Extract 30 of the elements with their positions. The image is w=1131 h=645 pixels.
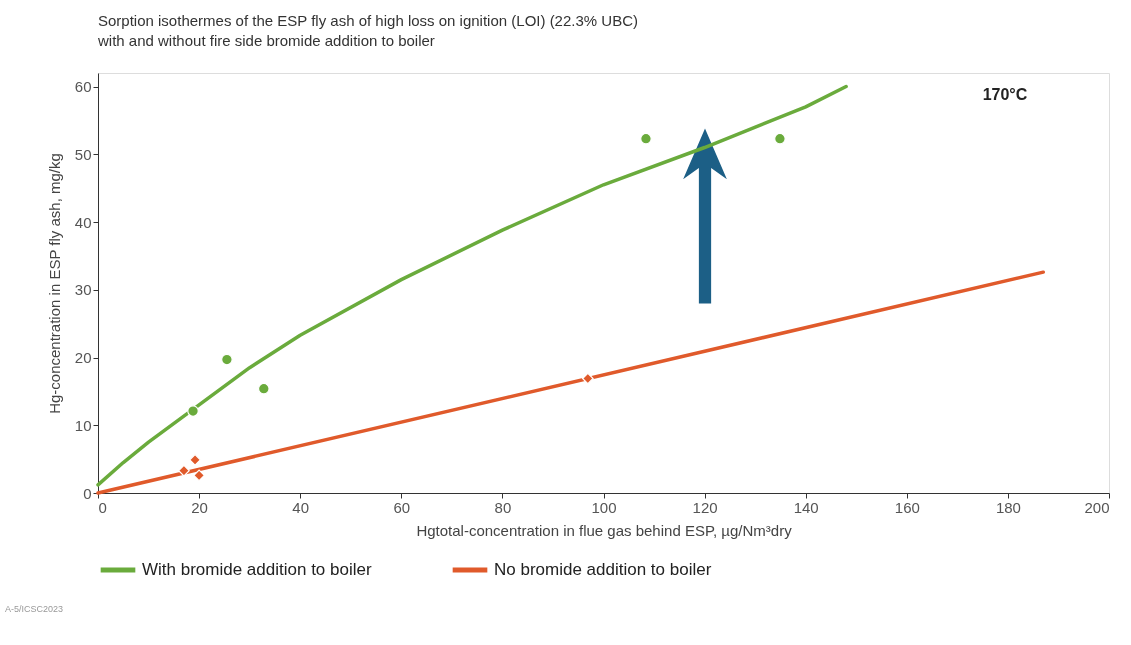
y-tick-label: 10 (74, 416, 92, 434)
y-tick-label: 20 (74, 349, 92, 367)
x-tick-label: 100 (591, 498, 617, 516)
x-tick-label: 80 (494, 498, 512, 516)
x-tick-label: 0 (98, 498, 107, 516)
point (221, 353, 233, 366)
y-tick-label: 30 (74, 281, 92, 299)
y-tick-label: 50 (74, 145, 92, 163)
y-tick-label: 0 (83, 484, 92, 502)
line-series (96, 84, 848, 487)
x-tick-label: 140 (793, 498, 819, 516)
x-tick-label: 20 (191, 498, 208, 516)
point (193, 469, 205, 482)
y-tick-label: 60 (74, 78, 92, 96)
x-tick-label: 120 (692, 498, 718, 516)
x-tick-label: 60 (393, 498, 411, 516)
point (187, 405, 199, 417)
legend-label: With bromide addition to boiler (142, 560, 372, 579)
x-tick-label: 200 (1084, 498, 1110, 516)
chart-title: Sorption isothermes of the ESP fly ash of high loss on ignition (LOI) (22.3% UBC) with and without fire side bromide addition to boiler (97, 12, 638, 49)
legend-label: No bromide addition to boiler (494, 560, 712, 579)
y-tick-label: 40 (74, 213, 92, 231)
text: A-5/ICSC2023 (5, 604, 64, 614)
y-axis-title: Hg-concentration in ESP fly ash, mg/kg (45, 153, 63, 414)
x-tick-label: 40 (292, 498, 310, 516)
x-tick-label: 180 (995, 498, 1021, 516)
x-axis-title: Hgtotal-concentration in flue gas behind ESP, µg/Nm³dry (416, 521, 793, 539)
annotation: 170°C (982, 86, 1028, 103)
x-tick-label: 160 (894, 498, 920, 516)
point (581, 372, 594, 385)
